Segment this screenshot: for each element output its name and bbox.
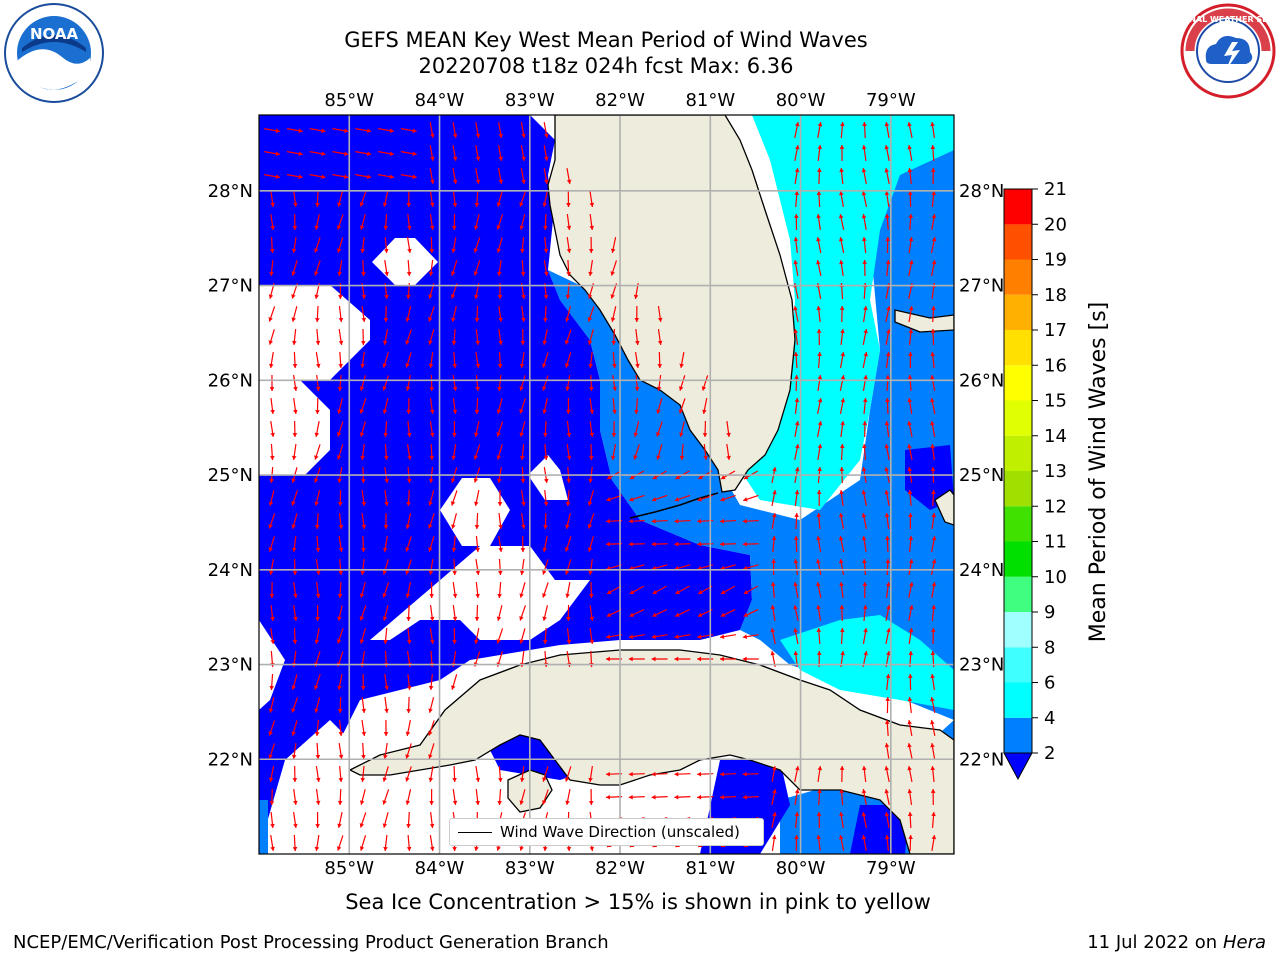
lat-label-right: 22°N: [959, 749, 1004, 770]
lon-label-bottom: 81°W: [685, 858, 735, 879]
colorbar-segment: [1004, 189, 1032, 225]
colorbar-tick-label: 4: [1044, 708, 1055, 729]
no-data-hole: [259, 720, 370, 854]
colorbar-segment: [1004, 224, 1032, 260]
lon-label-top: 79°W: [866, 90, 916, 111]
colorbar-segment: [1004, 506, 1032, 542]
no-data-hole: [440, 478, 510, 546]
lat-label-left: 22°N: [208, 749, 253, 770]
colorbar-segment: [1004, 647, 1032, 683]
no-data-hole: [372, 238, 438, 285]
lon-label-bottom: 82°W: [595, 858, 645, 879]
lon-label-top: 84°W: [415, 90, 465, 111]
legend-line-swatch: [458, 832, 492, 833]
florida-keys: [629, 492, 719, 519]
sea-ice-note: Sea Ice Concentration > 15% is shown in …: [345, 890, 931, 914]
legend-label: Wind Wave Direction (unscaled): [500, 823, 740, 841]
wind-wave-arrows: [264, 121, 937, 852]
colorbar-tick-label: 12: [1044, 496, 1067, 517]
lat-label-left: 24°N: [208, 560, 253, 581]
lon-label-bottom: 83°W: [505, 858, 555, 879]
colorbar-tick-label: 15: [1044, 391, 1067, 412]
colorbar-tick-label: 16: [1044, 355, 1067, 376]
chart-title: GEFS MEAN Key West Mean Period of Wind W…: [344, 28, 868, 52]
lat-label-right: 28°N: [959, 181, 1004, 202]
lat-label-left: 26°N: [208, 370, 253, 391]
lon-label-top: 81°W: [685, 90, 735, 111]
colorbar-tick-label: 9: [1044, 602, 1055, 623]
colorbar-tick-label: 17: [1044, 320, 1067, 341]
map-legend: Wind Wave Direction (unscaled): [449, 818, 764, 846]
lon-label-bottom: 84°W: [415, 858, 465, 879]
colorbar-segment: [1004, 576, 1032, 612]
colorbar-segment: [1004, 471, 1032, 507]
colorbar-tick-label: 2: [1044, 743, 1055, 764]
lon-label-top: 80°W: [776, 90, 826, 111]
colorbar-segment: [1004, 717, 1032, 753]
land-cuba: [348, 649, 954, 854]
lat-label-right: 25°N: [959, 465, 1004, 486]
lon-label-bottom: 85°W: [324, 858, 374, 879]
colorbar-tick-label: 11: [1044, 532, 1067, 553]
field-cyan: [740, 115, 954, 510]
colorbar-tick-label: 21: [1044, 179, 1067, 200]
noaa-logo: NOAA: [4, 3, 104, 103]
colorbar-segment: [1004, 294, 1032, 330]
colorbar: [1003, 188, 1033, 781]
nws-logo-text: NATIONAL WEATHER SERVICE: [1176, 15, 1280, 24]
colorbar-tick-label: 14: [1044, 426, 1067, 447]
field-mid-blue: [259, 800, 268, 854]
lon-label-top: 83°W: [505, 90, 555, 111]
colorbar-tick-label: 20: [1044, 214, 1067, 235]
colorbar-tick-label: 18: [1044, 285, 1067, 306]
colorbar-segment: [1004, 330, 1032, 366]
nws-logo: NATIONAL WEATHER SERVICE: [1176, 3, 1280, 99]
colorbar-segment: [1004, 612, 1032, 648]
field-deep-blue: [905, 445, 954, 510]
field-deep-blue: [259, 115, 752, 830]
lon-label-bottom: 80°W: [776, 858, 826, 879]
colorbar-tick-label: 19: [1044, 250, 1067, 271]
lat-label-right: 24°N: [959, 560, 1004, 581]
lat-label-left: 23°N: [208, 655, 253, 676]
colorbar-tick-label: 6: [1044, 673, 1055, 694]
colorbar-label: Mean Period of Wind Waves [s]: [1086, 302, 1111, 642]
land-bahamas: [934, 489, 954, 526]
lon-label-bottom: 79°W: [866, 858, 916, 879]
lat-label-left: 25°N: [208, 465, 253, 486]
lat-label-right: 27°N: [959, 276, 1004, 297]
colorbar-segment: [1004, 541, 1032, 577]
generated-date: 11 Jul 2022 on Hera: [1087, 932, 1266, 953]
lon-label-top: 82°W: [595, 90, 645, 111]
chart-subtitle: 20220708 t18z 024h fcst Max: 6.36: [418, 54, 794, 78]
colorbar-segment: [1004, 259, 1032, 295]
colorbar-extend-arrow: [1003, 752, 1033, 781]
colorbar-segment: [1004, 400, 1032, 436]
lon-label-top: 85°W: [324, 90, 374, 111]
generated-date-text: 11 Jul 2022 on: [1087, 932, 1218, 953]
no-data-hole: [259, 285, 370, 380]
credit-text: NCEP/EMC/Verification Post Processing Pr…: [13, 932, 609, 953]
colorbar-segment: [1004, 435, 1032, 471]
lat-label-right: 23°N: [959, 655, 1004, 676]
colorbar-tick-label: 8: [1044, 637, 1055, 658]
noaa-logo-text: NOAA: [30, 25, 79, 43]
lat-label-left: 27°N: [208, 276, 253, 297]
lat-label-left: 28°N: [208, 181, 253, 202]
graticule: [259, 115, 954, 854]
colorbar-segment: [1004, 365, 1032, 401]
map-frame: [258, 114, 955, 855]
colorbar-tick-label: 10: [1044, 567, 1067, 588]
machine-name: Hera: [1222, 932, 1266, 953]
colorbar-segment: [1004, 682, 1032, 718]
colorbar-tick-label: 13: [1044, 461, 1067, 482]
no-data-hole: [528, 455, 568, 500]
lat-label-right: 26°N: [959, 370, 1004, 391]
